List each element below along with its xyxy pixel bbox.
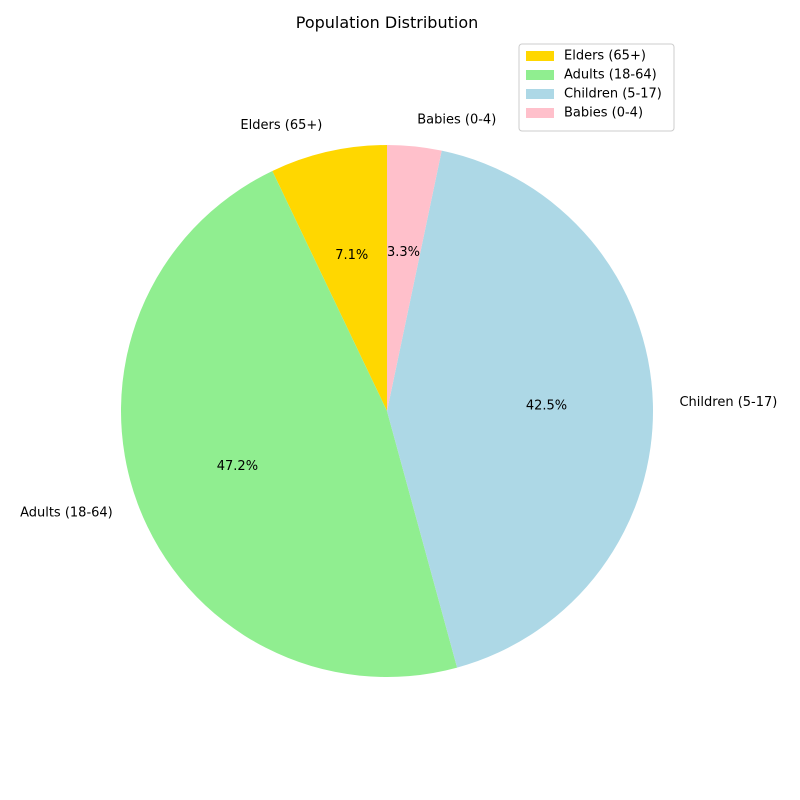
- pie-slices: [121, 145, 653, 677]
- legend-label-adults-18-64: Adults (18-64): [564, 68, 657, 83]
- pie-labels: Elders (65+) 7.1% Adults (18-64) 47.2% Child…: [20, 112, 777, 520]
- slice-percent-babies-0-4: 3.3%: [387, 245, 420, 260]
- legend-label-babies-0-4: Babies (0-4): [564, 106, 643, 121]
- legend: Elders (65+) Adults (18-64) Children (5-17…: [518, 43, 675, 132]
- legend-label-elders-65: Elders (65+): [564, 49, 646, 64]
- slice-percent-adults-18-64: 47.2%: [217, 459, 258, 474]
- slice-label-babies-0-4: Babies (0-4): [417, 112, 496, 127]
- slice-label-children-5-17: Children (5-17): [679, 395, 777, 410]
- legend-label-children-5-17: Children (5-17): [564, 87, 662, 102]
- slice-percent-elders-65: 7.1%: [335, 248, 368, 263]
- legend-swatch-adults-18-64: [526, 70, 554, 80]
- pie-slice-children-5-17: [387, 150, 653, 668]
- pie-slice-babies-0-4: [387, 145, 442, 411]
- pie-slice-elders-65: [272, 145, 387, 411]
- slice-label-elders-65: Elders (65+): [240, 118, 322, 133]
- legend-swatch-elders-65: [526, 51, 554, 61]
- legend-swatch-babies-0-4: [526, 108, 554, 118]
- chart-title: Population Distribution: [296, 13, 479, 32]
- pie-slice-adults-18-64: [121, 170, 458, 677]
- legend-frame: [518, 43, 675, 132]
- slice-percent-children-5-17: 42.5%: [526, 399, 567, 414]
- slice-label-adults-18-64: Adults (18-64): [20, 506, 113, 521]
- legend-swatch-children-5-17: [526, 89, 554, 99]
